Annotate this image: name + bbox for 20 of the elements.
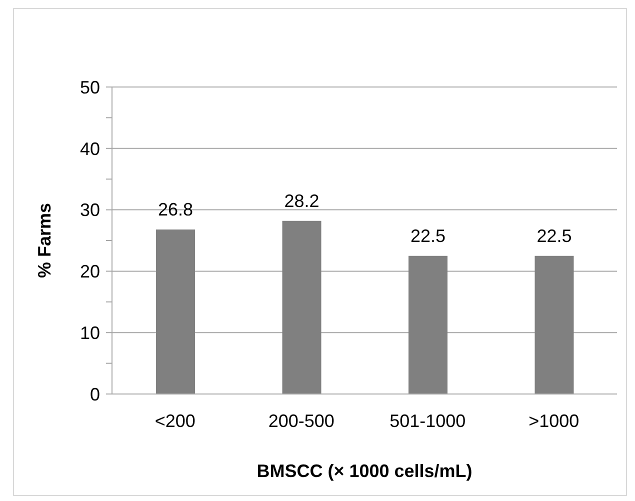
bar (156, 229, 195, 394)
y-tick-label: 10 (80, 322, 100, 343)
data-label: 28.2 (284, 190, 320, 211)
x-tick-label: <200 (154, 410, 196, 431)
data-label: 26.8 (158, 199, 194, 220)
y-tick-label: 40 (80, 138, 100, 159)
x-tick-label: 200-500 (268, 410, 334, 431)
x-tick-label: 501-1000 (390, 410, 466, 431)
data-label: 22.5 (536, 226, 572, 246)
bar (534, 256, 574, 394)
y-tick-label: 0 (90, 384, 100, 404)
data-label: 22.5 (410, 226, 446, 246)
y-axis-title: % Farms (34, 202, 54, 278)
bar (408, 256, 448, 394)
y-tick-label: 20 (80, 262, 100, 282)
x-axis-title: BMSCC (× 1000 cells/mL) (256, 461, 472, 481)
y-tick-label: 30 (80, 200, 100, 220)
bar (282, 220, 322, 394)
x-tick-label: >1000 (528, 410, 580, 431)
y-tick-label: 50 (80, 77, 100, 98)
